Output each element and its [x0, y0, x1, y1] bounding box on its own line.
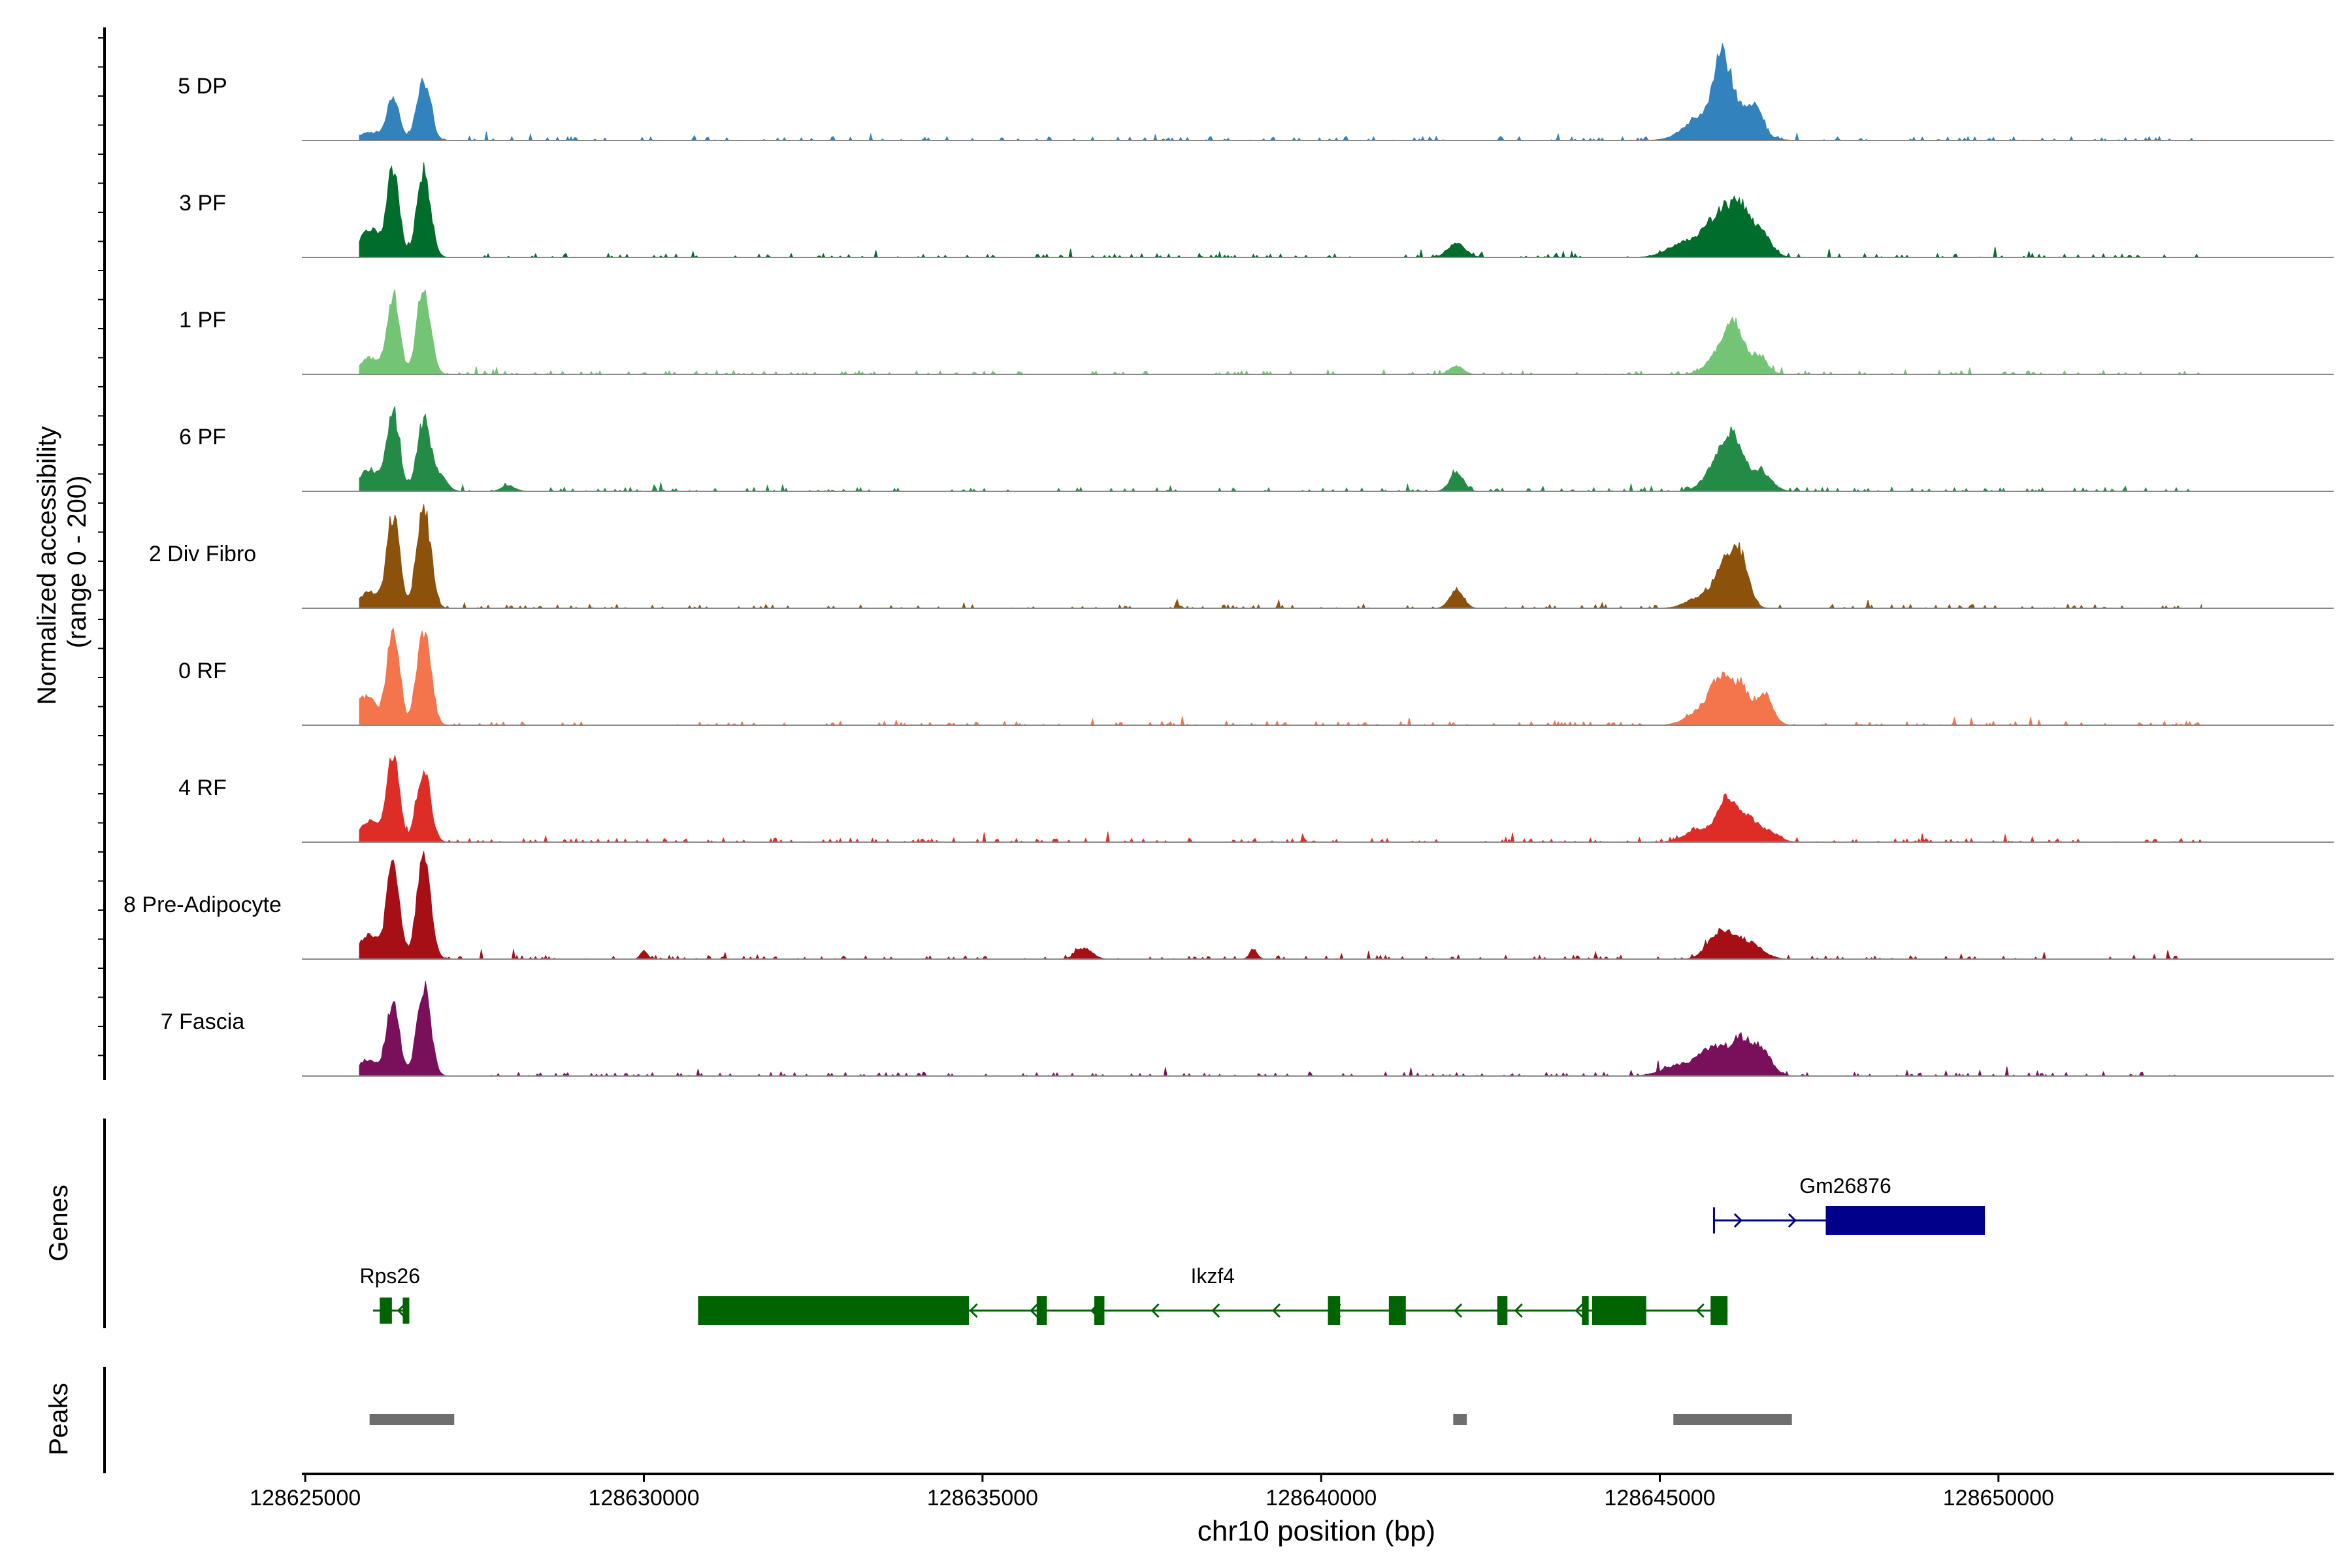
strand-arrow-icon: [1788, 1213, 1797, 1228]
x-tick-label: 128650000: [1943, 1486, 2054, 1511]
gene-gm26876: Gm26876: [1712, 1174, 1985, 1235]
coverage-tracks: 5 DP 3 PF 1 PF 6 PF 2 Div Fibro 0 RF 4 RF 8 Pre…: [123, 42, 2334, 1077]
gene-ikzf4: Ikzf4: [698, 1264, 1728, 1325]
strand-arrow-icon: [397, 1303, 406, 1318]
track-2: 1 PF: [179, 289, 2334, 376]
gene-exon: [1036, 1296, 1047, 1325]
gene-exon: [1094, 1296, 1105, 1325]
strand-arrow-icon: [1151, 1303, 1160, 1318]
gene-name-label: Gm26876: [1799, 1174, 1891, 1198]
track-1: 3 PF: [179, 162, 2334, 259]
gene-name-label: Rps26: [360, 1264, 421, 1288]
gene-exon: [380, 1298, 392, 1324]
strand-arrow-icon: [1453, 1303, 1463, 1318]
track-coverage-area: [359, 162, 2202, 259]
peak-region-bar: [369, 1414, 455, 1425]
track-label: 5 DP: [178, 74, 227, 99]
gene-exon: [1592, 1296, 1646, 1325]
x-tick-label: 128625000: [250, 1486, 361, 1511]
gene-exon: [1825, 1206, 1985, 1235]
gene-exon: [402, 1298, 410, 1324]
y-axis-label: Normalized accessibility (range 0 - 200): [33, 419, 91, 705]
track-coverage-area: [359, 754, 2202, 843]
track-label: 6 PF: [179, 425, 226, 449]
strand-arrow-icon: [1575, 1303, 1584, 1318]
track-6: 4 RF: [178, 754, 2334, 843]
strand-arrow-icon: [1733, 1213, 1743, 1228]
gene-name-label: Ikzf4: [1191, 1264, 1235, 1288]
strand-arrow-icon: [1211, 1303, 1220, 1318]
track-label: 3 PF: [179, 191, 226, 216]
track-label: 7 Fascia: [161, 1009, 245, 1034]
gene-exon: [1710, 1296, 1728, 1325]
gene-rps26: Rps26: [360, 1264, 421, 1324]
track-coverage-area: [359, 504, 2202, 610]
track-coverage-area: [359, 981, 2202, 1077]
gene-exon: [1328, 1296, 1341, 1325]
track-0: 5 DP: [178, 42, 2334, 142]
track-coverage-area: [359, 406, 2202, 493]
track-8: 7 Fascia: [161, 981, 2334, 1077]
track-coverage-area: [359, 851, 2202, 960]
peak-region-bar: [1453, 1414, 1467, 1425]
peak-region-bar: [1673, 1414, 1792, 1425]
track-label: 4 RF: [178, 776, 227, 800]
track-label: 2 Div Fibro: [149, 542, 256, 566]
track-coverage-area: [359, 289, 2202, 376]
x-tick-label: 128635000: [927, 1486, 1038, 1511]
gene-exon: [1582, 1296, 1589, 1325]
y-axis-label-line2: (range 0 - 200): [63, 476, 91, 649]
strand-arrow-icon: [1514, 1303, 1523, 1318]
strand-arrow-icon: [969, 1303, 978, 1318]
genes-panel-label: Genes: [44, 1184, 73, 1262]
gene-annotations: Rps26 Ikzf4 Gm26876: [360, 1174, 1985, 1325]
x-tick-label: 128640000: [1266, 1486, 1377, 1511]
track-coverage-area: [359, 627, 2202, 727]
peak-regions: [369, 1414, 1792, 1425]
left-axes: [98, 27, 106, 1473]
gene-exon: [698, 1296, 970, 1325]
x-axis-label: chr10 position (bp): [1198, 1515, 1435, 1547]
track-5: 0 RF: [178, 627, 2334, 727]
peaks-panel-label: Peaks: [44, 1382, 73, 1455]
track-3: 6 PF: [179, 406, 2334, 493]
x-axis: 128625000 128630000 128635000 128640000 1286…: [250, 1473, 2334, 1511]
strand-arrow-icon: [1030, 1303, 1039, 1318]
track-label: 0 RF: [178, 659, 227, 683]
strand-arrow-icon: [1695, 1303, 1705, 1318]
strand-arrow-icon: [1271, 1303, 1281, 1318]
track-7: 8 Pre-Adipocyte: [123, 851, 2334, 960]
gene-exon: [1388, 1296, 1406, 1325]
x-tick-label: 128645000: [1604, 1486, 1715, 1511]
track-label: 1 PF: [179, 308, 226, 333]
gene-exon: [1497, 1296, 1508, 1325]
y-axis-label-line1: Normalized accessibility: [33, 426, 61, 705]
track-label: 8 Pre-Adipocyte: [123, 892, 282, 917]
track-coverage-area: [359, 42, 2202, 142]
track-4: 2 Div Fibro: [149, 504, 2334, 610]
x-tick-label: 128630000: [588, 1486, 699, 1511]
